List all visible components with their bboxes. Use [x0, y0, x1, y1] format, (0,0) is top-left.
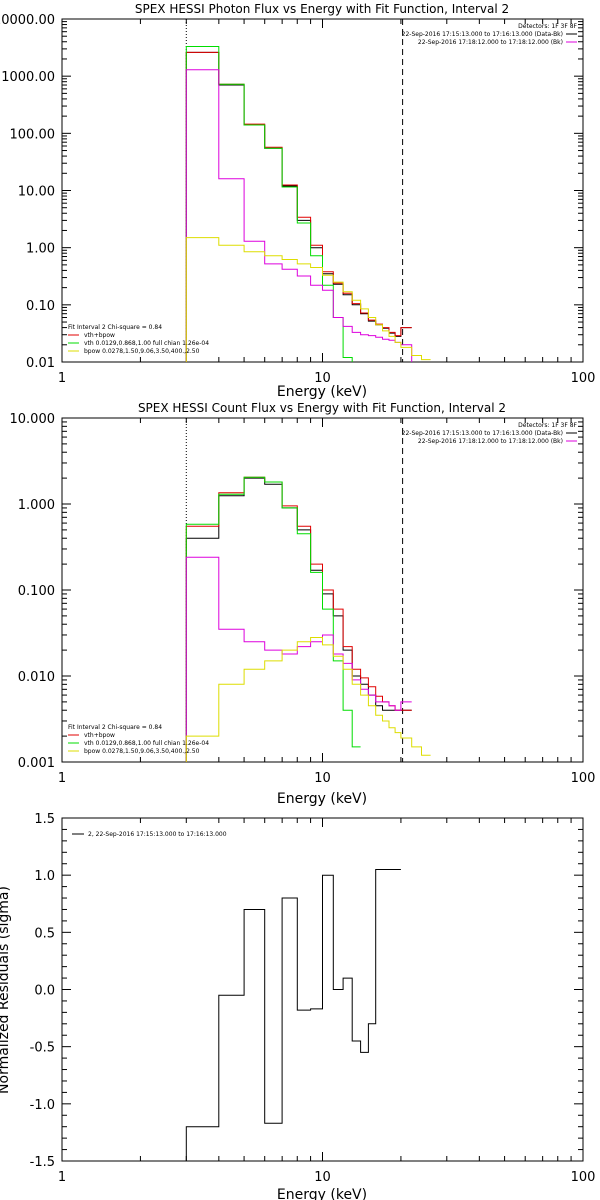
legend-fit-label: vth+bpow: [84, 332, 115, 339]
y-tick-label: -1.0: [30, 1098, 55, 1113]
y-tick-label: 1.00: [26, 242, 55, 257]
y-tick-label: 10.000: [10, 412, 56, 427]
legend-interval-label: 22-Sep-2016 17:18:12.000 to 17:18:12.000…: [418, 438, 563, 445]
series-group: [185, 46, 431, 362]
legend-interval-label: 22-Sep-2016 17:15:13.000 to 17:16:13.000…: [402, 31, 563, 38]
residuals-panel: Energy (keV) Normalized Residuals (sigma…: [0, 812, 595, 1200]
series-vth-line: [185, 476, 361, 762]
legend-fit-label: vth 0.0129,0.868,1.00 full chian 1.26e-0…: [84, 740, 209, 747]
y-tick-label: 10.00: [18, 185, 55, 200]
x-tick-label: 1: [58, 771, 66, 786]
photon-flux-xlabel: Energy (keV): [277, 384, 367, 400]
x-tick-label: 100: [571, 1170, 596, 1185]
y-tick-label: -1.5: [30, 1155, 55, 1170]
count-flux-xlabel: Energy (keV): [277, 791, 367, 807]
legend-residual-label: 2, 22-Sep-2016 17:15:13.000 to 17:16:13.…: [88, 831, 227, 838]
series-total-line: [185, 477, 412, 762]
series-model-line: [185, 51, 412, 362]
count-flux-panel: SPEX HESSI Count Flux vs Energy with Fit…: [10, 401, 596, 807]
photon-flux-panel: SPEX HESSI Photon Flux vs Energy with Fi…: [0, 2, 595, 400]
y-tick-label: 1.0: [34, 869, 55, 884]
series-bpow-line: [185, 637, 431, 762]
y-tick-label: 0.5: [34, 926, 55, 941]
y-tick-label: 1.000: [18, 498, 55, 513]
legend-detectors: Detectors: 1F 3F 8F: [518, 23, 577, 30]
legend-fit-header: Fit Interval 2 Chi-square = 0.84: [68, 724, 162, 731]
series-vth-line: [185, 46, 353, 362]
y-tick-label: 1000.00: [1, 70, 55, 85]
y-tick-label: 0.01: [26, 356, 55, 371]
series-group: [185, 476, 431, 762]
y-tick-label: 100.00: [10, 127, 56, 142]
plot-frame: [61, 18, 584, 363]
series-residual-line: [185, 869, 401, 1161]
legend-interval-label: 22-Sep-2016 17:18:12.000 to 17:18:12.000…: [418, 39, 563, 46]
series-bkg-line: [185, 69, 413, 362]
y-tick-label: -0.5: [30, 1041, 55, 1056]
residuals-ylabel: Normalized Residuals (sigma): [0, 886, 12, 1094]
photon-flux-title: SPEX HESSI Photon Flux vs Energy with Fi…: [135, 2, 509, 16]
series-total-line: [185, 51, 412, 362]
series-model-line: [185, 476, 412, 762]
y-tick-label: 1.5: [34, 812, 55, 827]
legend-detectors: Detectors: 1F 3F 8F: [518, 422, 577, 429]
series-group: [185, 869, 401, 1161]
series-bpow-line: [185, 237, 431, 362]
legend-fit-label: bpow 0.0278,1.50,9.06,3.50,400.,2.50: [84, 748, 200, 755]
residuals-xlabel: Energy (keV): [277, 1187, 367, 1200]
legend-fit-label: vth+bpow: [84, 732, 115, 739]
y-tick-label: 0.010: [18, 670, 55, 685]
y-tick-label: 0.10: [26, 299, 55, 314]
y-tick-label: 0.100: [18, 584, 55, 599]
count-flux-title: SPEX HESSI Count Flux vs Energy with Fit…: [138, 401, 506, 415]
legend-fit-label: vth 0.0129,0.868,1.00 full chian 1.26e-0…: [84, 340, 209, 347]
y-tick-label: 0.0: [34, 984, 55, 999]
y-tick-label: 0.001: [18, 756, 55, 771]
x-tick-label: 100: [571, 371, 596, 386]
series-bkg-line: [185, 556, 412, 762]
x-tick-label: 10: [314, 1170, 331, 1185]
x-tick-label: 10: [314, 371, 331, 386]
x-tick-label: 1: [58, 1170, 66, 1185]
legend-fit-header: Fit Interval 2 Chi-square = 0.84: [68, 324, 162, 331]
x-tick-label: 1: [58, 371, 66, 386]
legend-fit-label: bpow 0.0278,1.50,9.06,3.50,400.,2.50: [84, 348, 200, 355]
x-tick-label: 100: [571, 771, 596, 786]
x-tick-label: 10: [314, 771, 331, 786]
legend-interval-label: 22-Sep-2016 17:15:13.000 to 17:16:13.000…: [402, 430, 563, 437]
